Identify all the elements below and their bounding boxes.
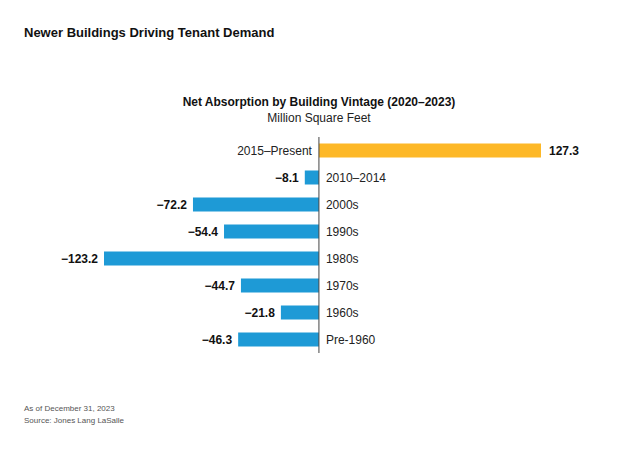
bar bbox=[305, 171, 319, 185]
data-label: −123.2 bbox=[61, 252, 98, 266]
bar bbox=[238, 333, 319, 347]
data-label: −21.8 bbox=[245, 306, 276, 320]
footnote: As of December 31, 2023 bbox=[24, 404, 115, 413]
category-label: 1990s bbox=[326, 225, 359, 239]
category-label: 2010–2014 bbox=[326, 171, 386, 185]
bar bbox=[319, 144, 541, 158]
chart-svg: Newer Buildings Driving Tenant Demand As … bbox=[0, 0, 640, 466]
category-label: 1980s bbox=[326, 252, 359, 266]
category-label: 2000s bbox=[326, 198, 359, 212]
data-label: −54.4 bbox=[188, 225, 219, 239]
chart-subtitle: Million Square Feet bbox=[267, 111, 371, 125]
bars bbox=[104, 144, 541, 347]
bar bbox=[224, 225, 319, 239]
data-label: −46.3 bbox=[202, 333, 233, 347]
bar bbox=[193, 198, 319, 212]
page-heading: Newer Buildings Driving Tenant Demand bbox=[24, 25, 274, 40]
data-label: −72.2 bbox=[157, 198, 188, 212]
bar bbox=[104, 252, 319, 266]
bar bbox=[241, 279, 319, 293]
data-label: 127.3 bbox=[549, 144, 579, 158]
category-label: Pre-1960 bbox=[326, 333, 376, 347]
zero-line bbox=[318, 137, 319, 353]
chart-title: Net Absorption by Building Vintage (2020… bbox=[183, 95, 456, 109]
category-label: 1970s bbox=[326, 279, 359, 293]
chart-root: Newer Buildings Driving Tenant Demand As … bbox=[0, 0, 640, 466]
data-label: −44.7 bbox=[205, 279, 236, 293]
bar bbox=[281, 306, 319, 320]
category-label: 2015–Present bbox=[237, 144, 312, 158]
data-label: −8.1 bbox=[275, 171, 299, 185]
footnote: Source: Jones Lang LaSalle bbox=[24, 416, 125, 425]
category-label: 1960s bbox=[326, 306, 359, 320]
